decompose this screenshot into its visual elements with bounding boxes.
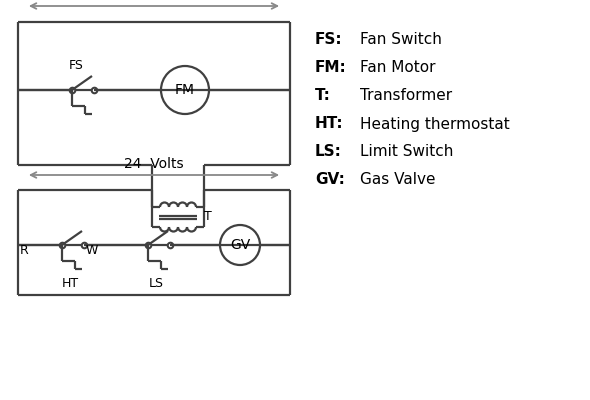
Text: W: W (86, 244, 98, 258)
Text: 120 Volts: 120 Volts (122, 0, 186, 2)
Text: FS:: FS: (315, 32, 343, 48)
Text: FM:: FM: (315, 60, 347, 76)
Text: LS: LS (149, 277, 163, 290)
Text: FM: FM (175, 83, 195, 97)
Text: FS: FS (68, 59, 83, 72)
Text: HT: HT (61, 277, 78, 290)
Text: Limit Switch: Limit Switch (360, 144, 453, 160)
Text: Fan Switch: Fan Switch (360, 32, 442, 48)
Text: 24  Volts: 24 Volts (124, 157, 184, 171)
Text: HT:: HT: (315, 116, 343, 132)
Text: L1: L1 (20, 0, 37, 2)
Text: N: N (270, 0, 280, 2)
Text: GV: GV (230, 238, 250, 252)
Text: Transformer: Transformer (360, 88, 452, 104)
Text: GV:: GV: (315, 172, 345, 188)
Text: Gas Valve: Gas Valve (360, 172, 435, 188)
Text: T: T (204, 210, 212, 224)
Text: R: R (20, 244, 29, 258)
Text: LS:: LS: (315, 144, 342, 160)
Text: Fan Motor: Fan Motor (360, 60, 435, 76)
Text: Heating thermostat: Heating thermostat (360, 116, 510, 132)
Text: T:: T: (315, 88, 331, 104)
